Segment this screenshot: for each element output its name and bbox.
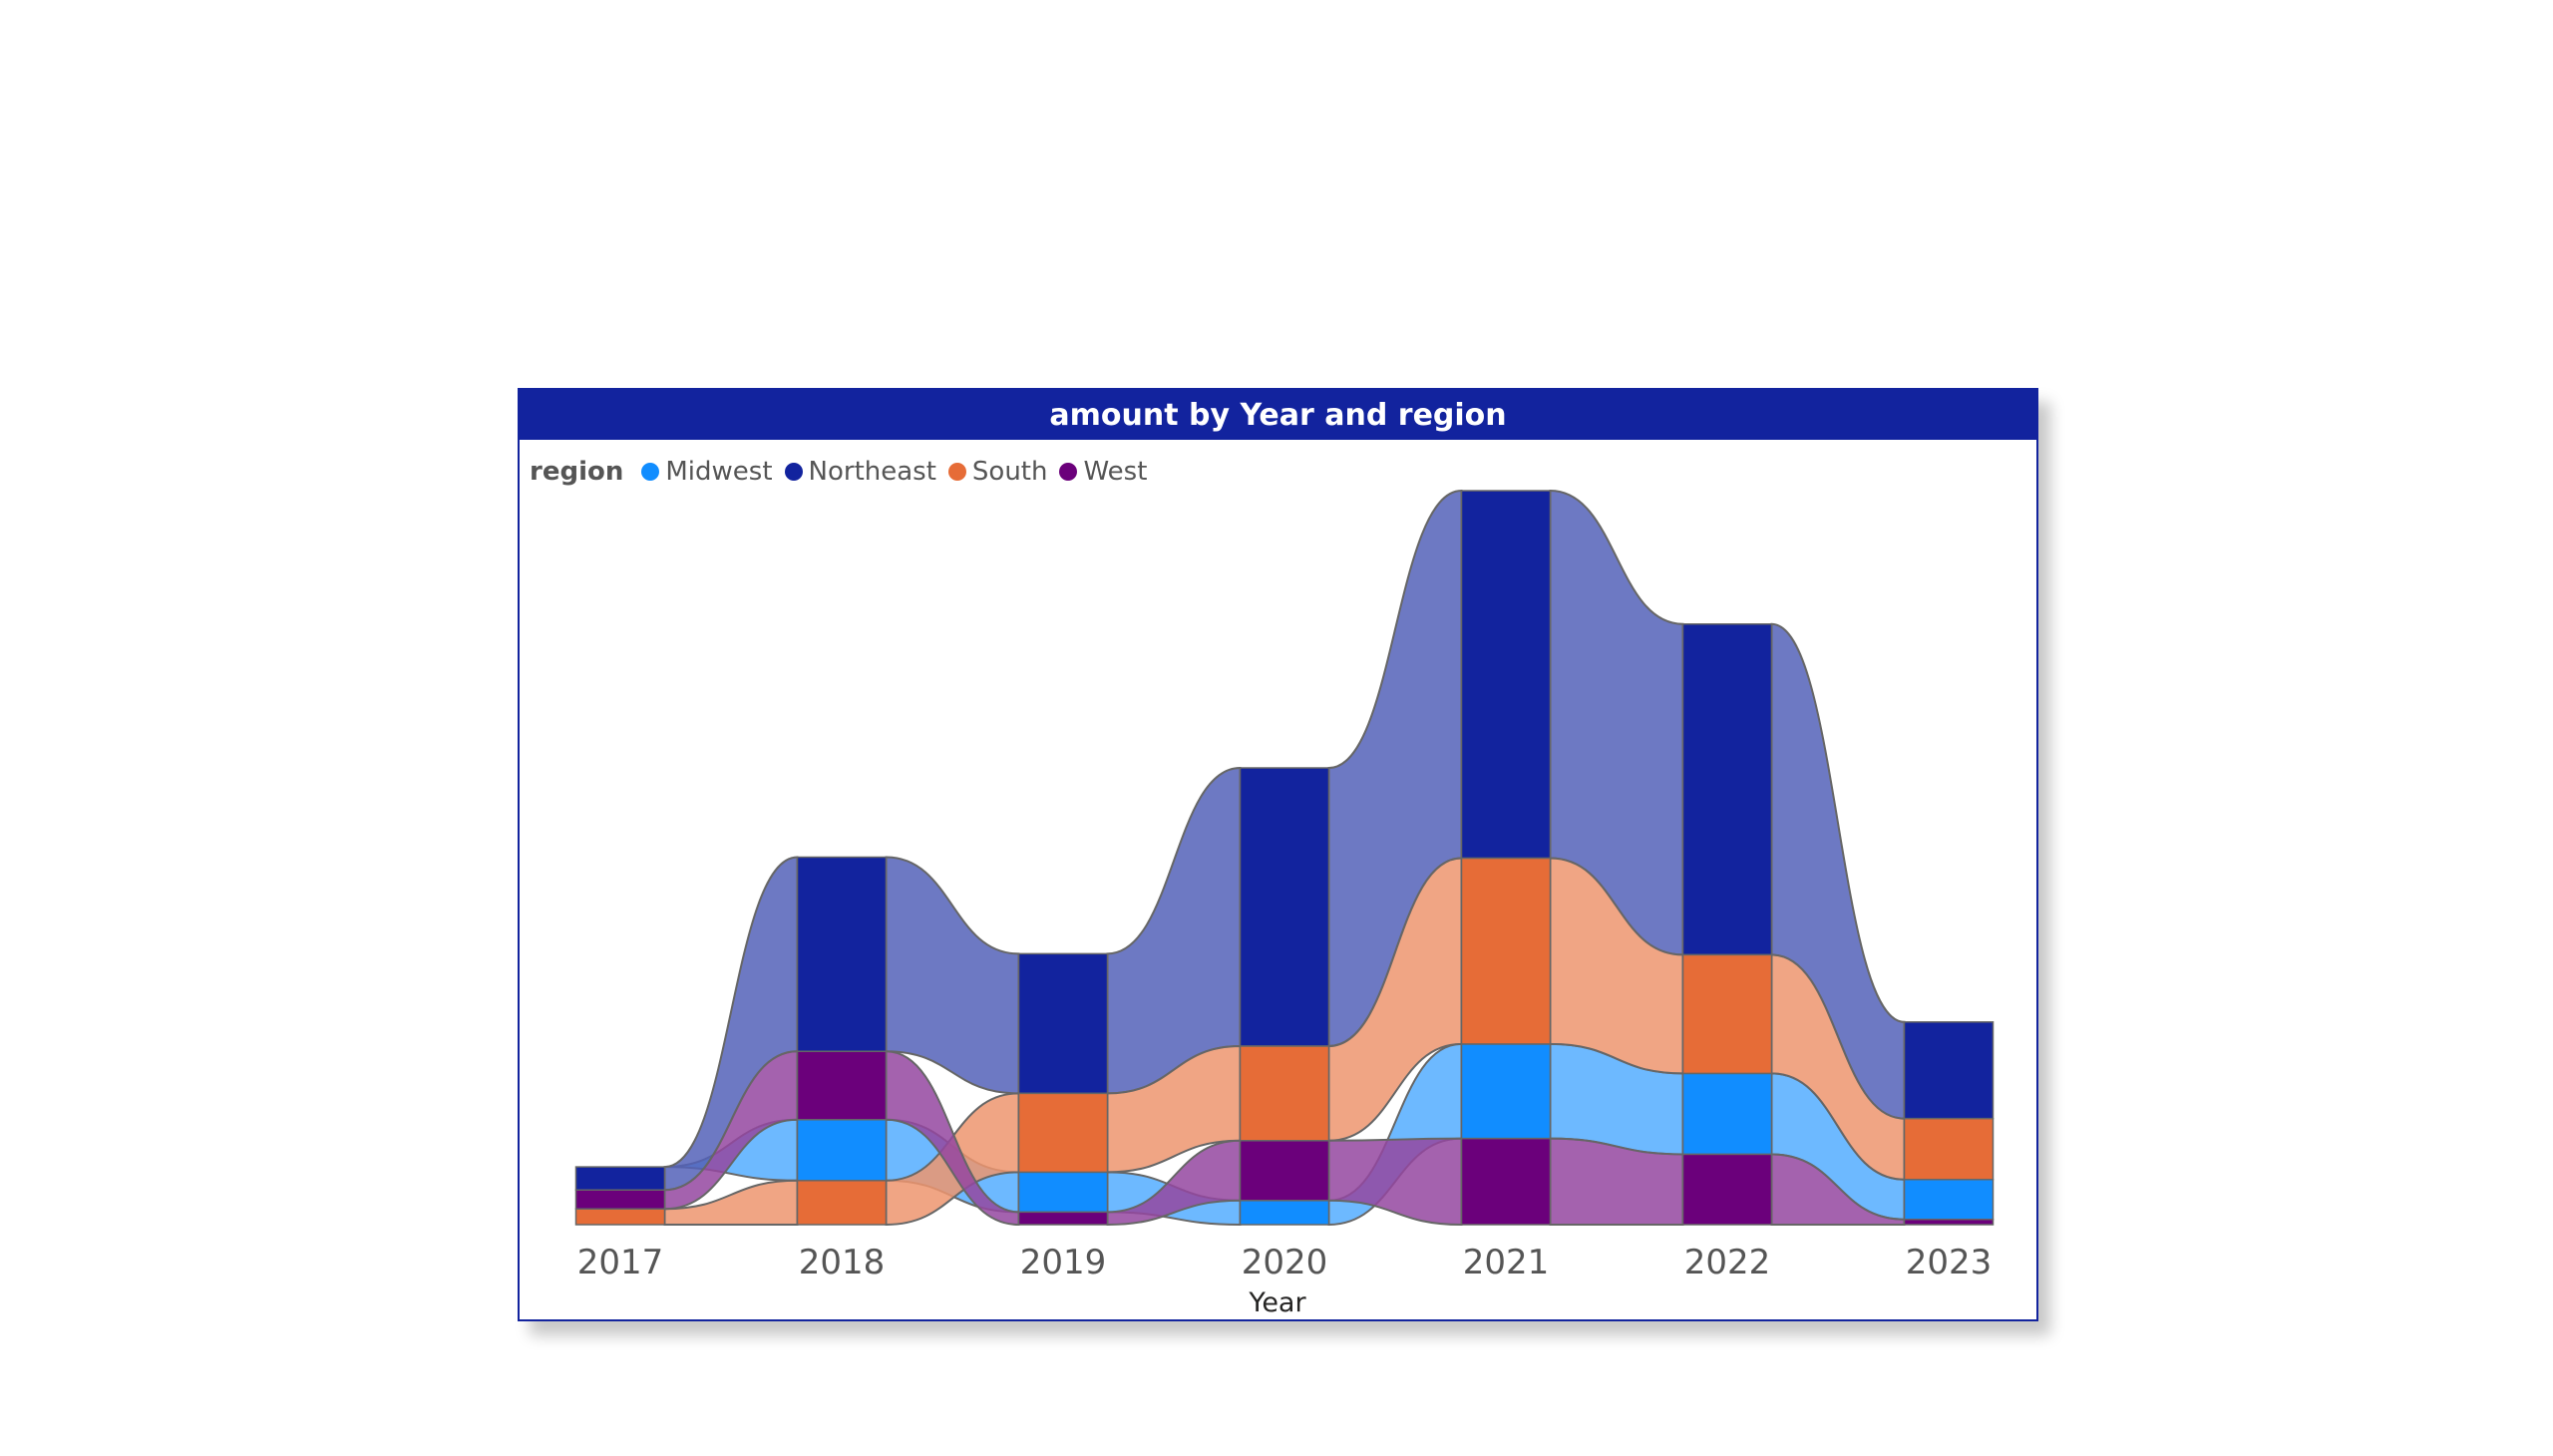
bar-segment-west-2020[interactable] [1239,1140,1330,1202]
bar-segment-south-2018[interactable] [796,1180,888,1226]
bar-segment-northeast-2020[interactable] [1239,767,1330,1047]
bar-segment-west-2023[interactable] [1903,1218,1995,1226]
bar-segment-northeast-2018[interactable] [796,856,888,1053]
bar-segment-west-2021[interactable] [1460,1137,1552,1226]
bar-segment-south-2019[interactable] [1017,1092,1109,1174]
bar-segment-south-2017[interactable] [574,1208,666,1226]
legend-label: Midwest [665,457,773,487]
legend-label: South [971,457,1048,487]
ribbon-northeast-2019-2020[interactable] [1106,767,1242,1095]
legend-title: region [530,457,624,487]
bar-segment-west-2019[interactable] [1017,1211,1109,1226]
legend-label: West [1083,457,1148,487]
bar-segment-northeast-2023[interactable] [1903,1021,1995,1120]
x-axis-title: Year [1248,1287,1306,1318]
bar-segment-midwest-2023[interactable] [1903,1178,1995,1221]
legend-item-west[interactable]: West [1059,457,1147,487]
x-tick-label: 2017 [577,1243,664,1282]
x-tick-label: 2022 [1684,1243,1771,1282]
bar-segment-northeast-2022[interactable] [1681,623,1773,956]
bar-segment-northeast-2017[interactable] [574,1166,666,1192]
legend-marker [784,463,803,481]
legend-marker [641,463,660,481]
bar-segment-midwest-2021[interactable] [1460,1043,1552,1140]
bar-segment-west-2017[interactable] [574,1189,666,1210]
columns [574,490,1995,1226]
legend-label: Northeast [808,457,936,487]
bar-segment-midwest-2019[interactable] [1017,1171,1109,1214]
x-tick-label: 2021 [1463,1243,1550,1282]
ribbon-chart-visual[interactable]: amount by Year and region region Midwest… [518,388,2038,1321]
bar-segment-northeast-2021[interactable] [1460,490,1552,860]
bar-segment-midwest-2018[interactable] [796,1118,888,1182]
bar-segment-west-2022[interactable] [1681,1153,1773,1226]
legend: region Midwest Northeast South West [530,452,1159,492]
x-tick-label: 2018 [799,1243,886,1282]
legend-item-south[interactable]: South [947,457,1048,487]
bar-segment-south-2023[interactable] [1903,1117,1995,1181]
x-tick-label: 2020 [1242,1243,1328,1282]
legend-item-northeast[interactable]: Northeast [784,457,936,487]
bar-segment-midwest-2022[interactable] [1681,1072,1773,1156]
bar-segment-northeast-2019[interactable] [1017,952,1109,1095]
bar-segment-south-2022[interactable] [1681,953,1773,1075]
bar-segment-south-2021[interactable] [1460,857,1552,1045]
ribbons [663,490,1906,1227]
legend-marker [947,463,966,481]
bar-segment-west-2018[interactable] [796,1050,888,1121]
x-tick-label: 2019 [1020,1243,1107,1282]
legend-item-midwest[interactable]: Midwest [641,457,773,487]
legend-marker [1059,463,1078,481]
chart-plot-area: 2017 2018 2019 2020 2021 2022 2023 Year [574,490,1995,1318]
bar-segment-south-2020[interactable] [1239,1045,1330,1142]
chart-title: amount by Year and region [520,390,2036,440]
bar-segment-midwest-2020[interactable] [1239,1200,1330,1226]
x-tick-label: 2023 [1906,1243,1993,1282]
